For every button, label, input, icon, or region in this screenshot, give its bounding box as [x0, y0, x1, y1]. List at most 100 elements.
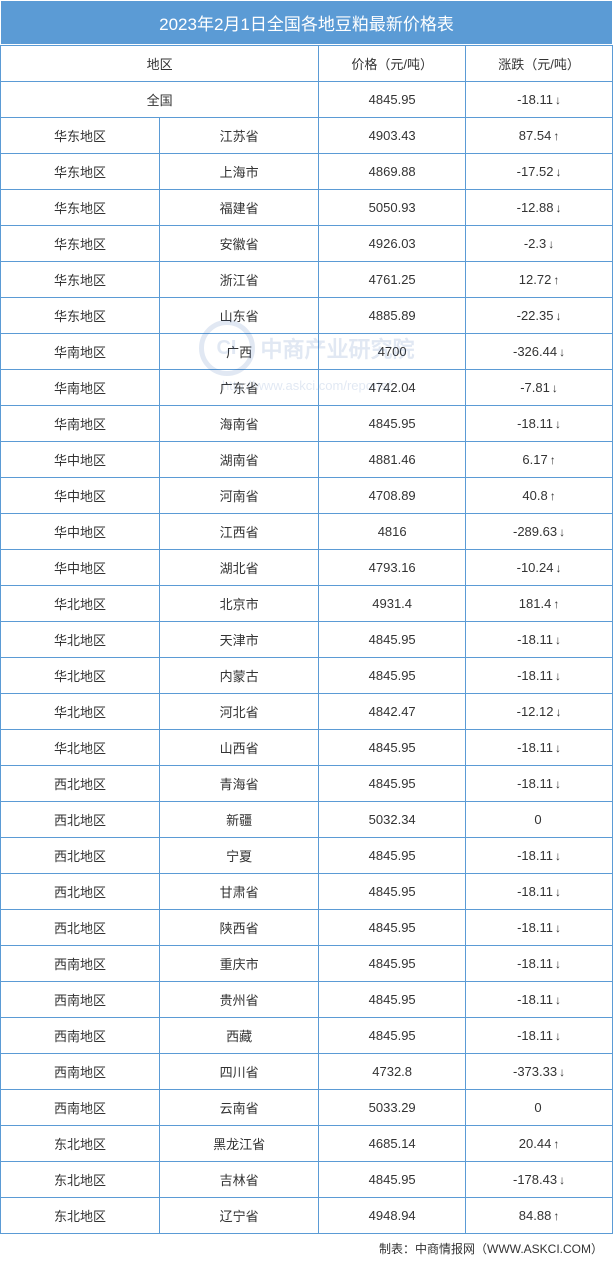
cell-price: 4700	[319, 334, 466, 370]
cell-change: 181.4↑	[466, 586, 613, 622]
cell-region: 华南地区	[1, 370, 160, 406]
cell-change: -12.12↓	[466, 694, 613, 730]
table-row: 华东地区浙江省4761.2512.72↑	[1, 262, 613, 298]
cell-price: 4845.95	[319, 766, 466, 802]
cell-region: 华东地区	[1, 226, 160, 262]
cell-change: 0	[466, 802, 613, 838]
down-arrow-icon: ↓	[548, 237, 554, 251]
table-row: 西南地区云南省5033.290	[1, 1090, 613, 1126]
down-arrow-icon: ↓	[555, 705, 561, 719]
up-arrow-icon: ↑	[550, 453, 556, 467]
cell-price: 4845.95	[319, 1018, 466, 1054]
cell-price: 4742.04	[319, 370, 466, 406]
cell-change: 0	[466, 1090, 613, 1126]
down-arrow-icon: ↓	[555, 165, 561, 179]
cell-region: 西南地区	[1, 1018, 160, 1054]
cell-province: 内蒙古	[160, 658, 319, 694]
table-row: 华东地区山东省4885.89-22.35↓	[1, 298, 613, 334]
down-arrow-icon: ↓	[555, 741, 561, 755]
national-row: 全国 4845.95 -18.11↓	[1, 82, 613, 118]
cell-price: 4845.95	[319, 730, 466, 766]
cell-province: 河北省	[160, 694, 319, 730]
cell-price: 4685.14	[319, 1126, 466, 1162]
cell-region: 西北地区	[1, 874, 160, 910]
table-row: 华北地区内蒙古4845.95-18.11↓	[1, 658, 613, 694]
cell-region: 华北地区	[1, 586, 160, 622]
cell-province: 山西省	[160, 730, 319, 766]
cell-change: -18.11↓	[466, 658, 613, 694]
cell-region: 西南地区	[1, 1054, 160, 1090]
table-row: 西北地区宁夏4845.95-18.11↓	[1, 838, 613, 874]
cell-change: -18.11↓	[466, 982, 613, 1018]
down-arrow-icon: ↓	[555, 849, 561, 863]
national-price: 4845.95	[319, 82, 466, 118]
cell-province: 陕西省	[160, 910, 319, 946]
cell-province: 安徽省	[160, 226, 319, 262]
up-arrow-icon: ↑	[553, 273, 559, 287]
up-arrow-icon: ↑	[553, 597, 559, 611]
cell-price: 5050.93	[319, 190, 466, 226]
cell-province: 海南省	[160, 406, 319, 442]
cell-province: 四川省	[160, 1054, 319, 1090]
cell-region: 华南地区	[1, 406, 160, 442]
cell-price: 4845.95	[319, 1162, 466, 1198]
cell-province: 浙江省	[160, 262, 319, 298]
table-row: 华中地区湖北省4793.16-10.24↓	[1, 550, 613, 586]
cell-province: 重庆市	[160, 946, 319, 982]
down-arrow-icon: ↓	[555, 633, 561, 647]
cell-province: 北京市	[160, 586, 319, 622]
cell-price: 4845.95	[319, 622, 466, 658]
cell-change: -2.3↓	[466, 226, 613, 262]
table-row: 华东地区上海市4869.88-17.52↓	[1, 154, 613, 190]
cell-province: 江苏省	[160, 118, 319, 154]
cell-price: 4926.03	[319, 226, 466, 262]
cell-change: 87.54↑	[466, 118, 613, 154]
cell-region: 华东地区	[1, 154, 160, 190]
cell-change: -178.43↓	[466, 1162, 613, 1198]
table-row: 华北地区天津市4845.95-18.11↓	[1, 622, 613, 658]
cell-price: 4903.43	[319, 118, 466, 154]
cell-province: 河南省	[160, 478, 319, 514]
cell-price: 4842.47	[319, 694, 466, 730]
cell-price: 4869.88	[319, 154, 466, 190]
price-table: 地区 价格（元/吨） 涨跌（元/吨） 全国 4845.95 -18.11↓ 华东…	[0, 45, 613, 1234]
cell-change: 84.88↑	[466, 1198, 613, 1234]
cell-region: 华中地区	[1, 550, 160, 586]
cell-price: 4845.95	[319, 838, 466, 874]
cell-region: 华中地区	[1, 514, 160, 550]
cell-province: 黑龙江省	[160, 1126, 319, 1162]
cell-province: 广西	[160, 334, 319, 370]
cell-price: 4732.8	[319, 1054, 466, 1090]
table-row: 西南地区四川省4732.8-373.33↓	[1, 1054, 613, 1090]
up-arrow-icon: ↑	[553, 129, 559, 143]
cell-change: -18.11↓	[466, 838, 613, 874]
cell-province: 湖南省	[160, 442, 319, 478]
table-row: 东北地区辽宁省4948.9484.88↑	[1, 1198, 613, 1234]
cell-region: 东北地区	[1, 1126, 160, 1162]
cell-province: 广东省	[160, 370, 319, 406]
national-change: -18.11↓	[466, 82, 613, 118]
header-change: 涨跌（元/吨）	[466, 46, 613, 82]
credit-text: 制表：中商情报网（WWW.ASKCI.COM）	[0, 1234, 613, 1267]
cell-change: -10.24↓	[466, 550, 613, 586]
table-row: 华东地区江苏省4903.4387.54↑	[1, 118, 613, 154]
cell-region: 华中地区	[1, 478, 160, 514]
cell-price: 4793.16	[319, 550, 466, 586]
table-row: 西北地区甘肃省4845.95-18.11↓	[1, 874, 613, 910]
cell-province: 福建省	[160, 190, 319, 226]
cell-province: 新疆	[160, 802, 319, 838]
down-arrow-icon: ↓	[555, 777, 561, 791]
cell-price: 4845.95	[319, 874, 466, 910]
cell-region: 西南地区	[1, 982, 160, 1018]
cell-price: 4845.95	[319, 946, 466, 982]
down-arrow-icon: ↓	[559, 1065, 565, 1079]
cell-region: 东北地区	[1, 1162, 160, 1198]
cell-price: 4708.89	[319, 478, 466, 514]
cell-price: 4931.4	[319, 586, 466, 622]
cell-change: -12.88↓	[466, 190, 613, 226]
cell-province: 辽宁省	[160, 1198, 319, 1234]
down-arrow-icon: ↓	[555, 921, 561, 935]
cell-province: 湖北省	[160, 550, 319, 586]
table-row: 华北地区山西省4845.95-18.11↓	[1, 730, 613, 766]
cell-change: 40.8↑	[466, 478, 613, 514]
